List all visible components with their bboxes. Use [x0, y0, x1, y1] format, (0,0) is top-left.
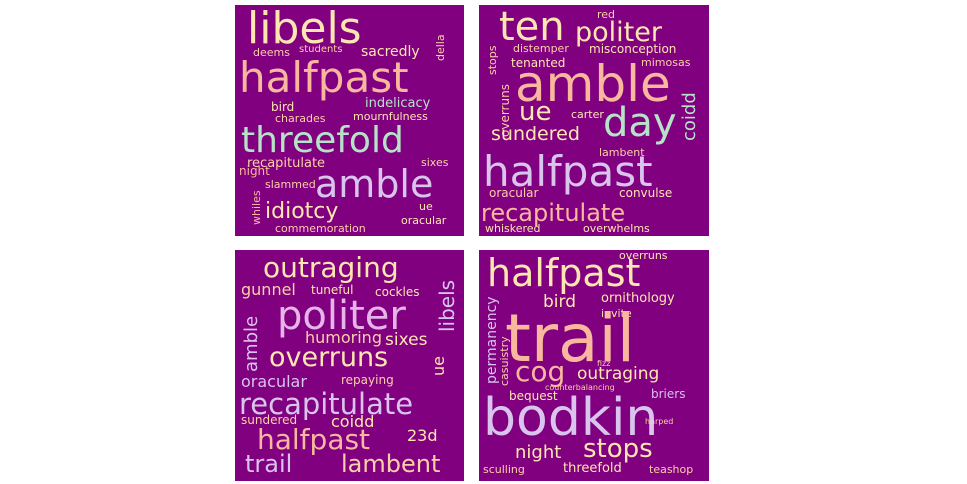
word: sixes [385, 330, 428, 350]
word: night [239, 164, 270, 178]
word: cockles [375, 285, 420, 299]
word: recapitulate [247, 156, 326, 171]
word: ornithology [601, 291, 675, 306]
word: distemper [513, 42, 569, 55]
word: politer [277, 293, 406, 339]
wordcloud-top-right: ten red politer stops distemper misconce… [479, 5, 709, 236]
word: permanency [484, 296, 500, 384]
word: overwhelms [583, 222, 650, 235]
word: halfpast [483, 147, 653, 196]
word: briers [651, 387, 686, 401]
word: ue [419, 200, 433, 213]
word: tuneful [311, 283, 354, 297]
word: ue [519, 97, 552, 127]
word: oracular [401, 214, 447, 227]
word: counterbalancing [545, 383, 615, 392]
wordcloud-top-left: libels deems students sacredly della hal… [235, 5, 464, 236]
word: recapitulate [239, 387, 414, 421]
word: sundered [241, 413, 298, 427]
word: coidd [331, 412, 375, 431]
word: bequest [509, 389, 558, 403]
word: coidd [679, 92, 700, 141]
word: libels [247, 5, 362, 54]
word: gunnel [241, 280, 296, 299]
word: teashop [649, 463, 694, 476]
word: trail [245, 450, 293, 478]
word: deems [253, 46, 290, 59]
word: day [603, 100, 677, 146]
word: whiskered [485, 222, 541, 235]
word: della [434, 34, 447, 61]
word: fizz [597, 359, 611, 368]
word: casuistry [498, 336, 511, 386]
word: amble [315, 162, 434, 206]
word: sacredly [361, 44, 420, 60]
word: slammed [265, 178, 316, 191]
word: halfpast [257, 423, 371, 456]
word: trail [505, 300, 636, 377]
word: overruns [619, 250, 668, 262]
word: mournfulness [353, 110, 428, 123]
word: harped [645, 417, 674, 426]
word: halfpast [239, 53, 409, 102]
word: oracular [241, 372, 307, 391]
word: repaying [341, 373, 394, 387]
word: convulse [619, 186, 673, 200]
word: students [299, 44, 343, 55]
word: bird [543, 292, 576, 312]
word: sixes [421, 156, 449, 169]
word: libels [435, 279, 459, 332]
word: lambent [341, 450, 441, 478]
word: oracular [489, 186, 539, 200]
word: mimosas [641, 56, 691, 69]
word: politer [575, 17, 662, 48]
word: cog [515, 355, 566, 388]
word: sculling [483, 463, 525, 476]
word: 23d [407, 426, 438, 445]
word: humoring [305, 328, 382, 347]
word: bodkin [483, 388, 659, 448]
word: lambent [599, 146, 645, 159]
word: whiles [250, 190, 263, 225]
word: outraging [263, 251, 399, 284]
word: sundered [491, 123, 580, 145]
word: overruns [269, 342, 389, 373]
wordcloud-bottom-left: outraging gunnel tuneful cockles libels … [235, 250, 464, 481]
word: invite [601, 307, 632, 320]
word: ten [499, 5, 565, 50]
word: tenanted [511, 56, 566, 70]
word: carter [571, 108, 604, 121]
word: night [515, 442, 562, 463]
word: amble [241, 315, 262, 372]
word: amble [515, 55, 671, 113]
word: stops [486, 45, 499, 76]
word: bird [271, 100, 295, 114]
word: misconception [589, 42, 677, 56]
word: ue [429, 356, 448, 376]
word: charades [275, 112, 326, 125]
word: halfpast [487, 251, 641, 295]
word: red [597, 8, 616, 21]
word: threefold [563, 461, 622, 476]
word: stops [583, 434, 653, 464]
word: outraging [577, 364, 660, 384]
word: recapitulate [481, 199, 626, 227]
word: threefold [241, 120, 404, 161]
wordcloud-bottom-right: halfpast overruns bird ornithology perma… [479, 250, 709, 481]
word: idiotcy [265, 199, 339, 224]
word: commemoration [275, 222, 366, 235]
word: indelicacy [365, 96, 431, 111]
